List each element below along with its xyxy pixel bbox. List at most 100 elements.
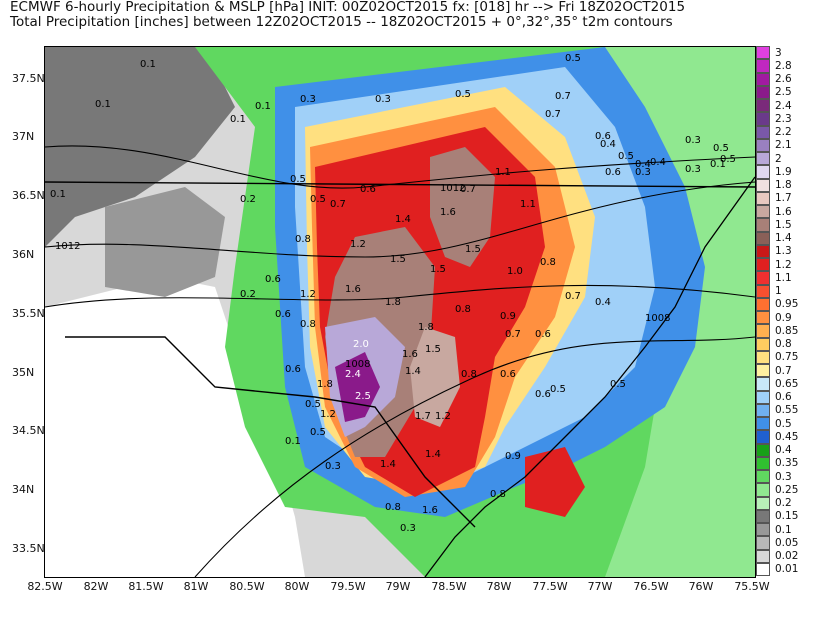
light-precip-west bbox=[45, 47, 235, 247]
contour-label: 0.3 bbox=[400, 523, 416, 534]
contour-label: 0.7 bbox=[545, 109, 561, 120]
header-line-1: ECMWF 6-hourly Precipitation & MSLP [hPa… bbox=[10, 0, 686, 15]
colorbar-cell bbox=[756, 191, 770, 205]
contour-label: 1.2 bbox=[320, 409, 336, 420]
lat-label: 35.5N bbox=[12, 307, 45, 320]
colorbar-label: 1.9 bbox=[775, 165, 792, 178]
lat-label: 34N bbox=[12, 483, 35, 496]
lon-label: 80W bbox=[284, 580, 310, 593]
lat-label: 33.5N bbox=[12, 542, 45, 555]
contour-label: 0.1 bbox=[140, 59, 156, 70]
contour-label: 1.4 bbox=[395, 214, 411, 225]
colorbar-label: 0.05 bbox=[775, 536, 799, 549]
colorbar-cell bbox=[756, 165, 770, 179]
contour-label: 0.1 bbox=[285, 436, 301, 447]
contour-label: 1.0 bbox=[507, 266, 523, 277]
contour-label: 0.9 bbox=[500, 311, 516, 322]
contour-label: 0.6 bbox=[535, 389, 551, 400]
colorbar-cell bbox=[756, 337, 770, 351]
contour-label: 0.4 bbox=[600, 139, 616, 150]
contour-label: 0.5 bbox=[610, 379, 626, 390]
colorbar-cell bbox=[756, 218, 770, 232]
contour-label: 1008 bbox=[345, 359, 370, 370]
colorbar-label: 0.01 bbox=[775, 563, 799, 576]
contour-label: 1008 bbox=[645, 313, 670, 324]
colorbar-cell bbox=[756, 496, 770, 510]
contour-label: 1.2 bbox=[350, 239, 366, 250]
colorbar-label: 1.1 bbox=[775, 271, 792, 284]
contour-label: 0.1 bbox=[255, 101, 271, 112]
contour-label: 2.5 bbox=[355, 391, 371, 402]
contour-label: 0.2 bbox=[240, 289, 256, 300]
colorbar-label: 0.8 bbox=[775, 338, 792, 351]
contour-label: 1.2 bbox=[435, 411, 451, 422]
colorbar-label: 3 bbox=[775, 46, 782, 59]
contour-label: 1.6 bbox=[402, 349, 418, 360]
contour-label: 0.7 bbox=[565, 291, 581, 302]
colorbar-label: 0.02 bbox=[775, 550, 799, 563]
contour-label: 0.5 bbox=[305, 399, 321, 410]
lat-label: 37N bbox=[12, 130, 35, 143]
colorbar-label: 2.6 bbox=[775, 73, 792, 86]
colorbar-cell bbox=[756, 125, 770, 139]
light-precip-area bbox=[105, 187, 225, 297]
colorbar-cell bbox=[756, 178, 770, 192]
colorbar-label: 0.15 bbox=[775, 510, 799, 523]
colorbar-label: 0.4 bbox=[775, 444, 792, 457]
colorbar-label: 1.5 bbox=[775, 218, 792, 231]
state-border-nc-sc bbox=[65, 336, 476, 528]
lat-label: 37.5N bbox=[12, 72, 45, 85]
colorbar-label: 0.65 bbox=[775, 377, 799, 390]
colorbar-label: 1.8 bbox=[775, 179, 792, 192]
colorbar-label: 0.25 bbox=[775, 483, 799, 496]
contour-label: 0.6 bbox=[535, 329, 551, 340]
colorbar-label: 2.3 bbox=[775, 112, 792, 125]
colorbar-label: 1.7 bbox=[775, 192, 792, 205]
contour-label: 0.5 bbox=[455, 89, 471, 100]
colorbar-label: 0.2 bbox=[775, 497, 792, 510]
lon-label: 79.5W bbox=[330, 580, 366, 593]
colorbar-cell bbox=[756, 138, 770, 152]
contour-label: 1.6 bbox=[440, 207, 456, 218]
contour-label: 0.7 bbox=[460, 184, 476, 195]
contour-label: 0.7 bbox=[505, 329, 521, 340]
colorbar-cell bbox=[756, 46, 770, 60]
contour-label: 0.1 bbox=[95, 99, 111, 110]
lon-label: 77.5W bbox=[532, 580, 568, 593]
contour-label: 0.5 bbox=[713, 143, 729, 154]
isobar-line bbox=[194, 336, 755, 577]
colorbar-label: 1.2 bbox=[775, 258, 792, 271]
colorbar-cell bbox=[756, 523, 770, 537]
colorbar-label: 0.6 bbox=[775, 391, 792, 404]
contour-label: 0.5 bbox=[565, 53, 581, 64]
colorbar-label: 2.5 bbox=[775, 86, 792, 99]
colorbar-cell bbox=[756, 271, 770, 285]
contour-label: 0.1 bbox=[710, 159, 726, 170]
contour-label: 1.2 bbox=[300, 289, 316, 300]
lat-label: 34.5N bbox=[12, 424, 45, 437]
colorbar-cell bbox=[756, 311, 770, 325]
lat-label: 36.5N bbox=[12, 189, 45, 202]
lon-label: 81W bbox=[183, 580, 209, 593]
contour-label: 1.5 bbox=[430, 264, 446, 275]
colorbar-cell bbox=[756, 443, 770, 457]
lon-label: 76W bbox=[688, 580, 714, 593]
contour-label: 0.3 bbox=[375, 94, 391, 105]
contour-label: 2.4 bbox=[345, 369, 361, 380]
contour-label: 0.8 bbox=[300, 319, 316, 330]
lon-label: 77W bbox=[587, 580, 613, 593]
colorbar-cell bbox=[756, 430, 770, 444]
contour-label: 0.3 bbox=[685, 135, 701, 146]
colorbar-cell bbox=[756, 364, 770, 378]
contour-label: 0.6 bbox=[605, 167, 621, 178]
colorbar-label: 2.2 bbox=[775, 126, 792, 139]
contour-label: 0.9 bbox=[505, 451, 521, 462]
contour-label: 0.6 bbox=[265, 274, 281, 285]
lon-label: 82W bbox=[83, 580, 109, 593]
colorbar-cell bbox=[756, 456, 770, 470]
contour-label: 1.6 bbox=[345, 284, 361, 295]
lon-label: 78.5W bbox=[431, 580, 467, 593]
precipitation-map: 0.1 0.1 0.1 0.1 0.1 0.3 0.3 0.5 0.7 0.5 0.6 0.7 0.5 0… bbox=[44, 46, 756, 578]
isobar-line bbox=[45, 284, 755, 308]
contour-label: 1.1 bbox=[520, 199, 536, 210]
